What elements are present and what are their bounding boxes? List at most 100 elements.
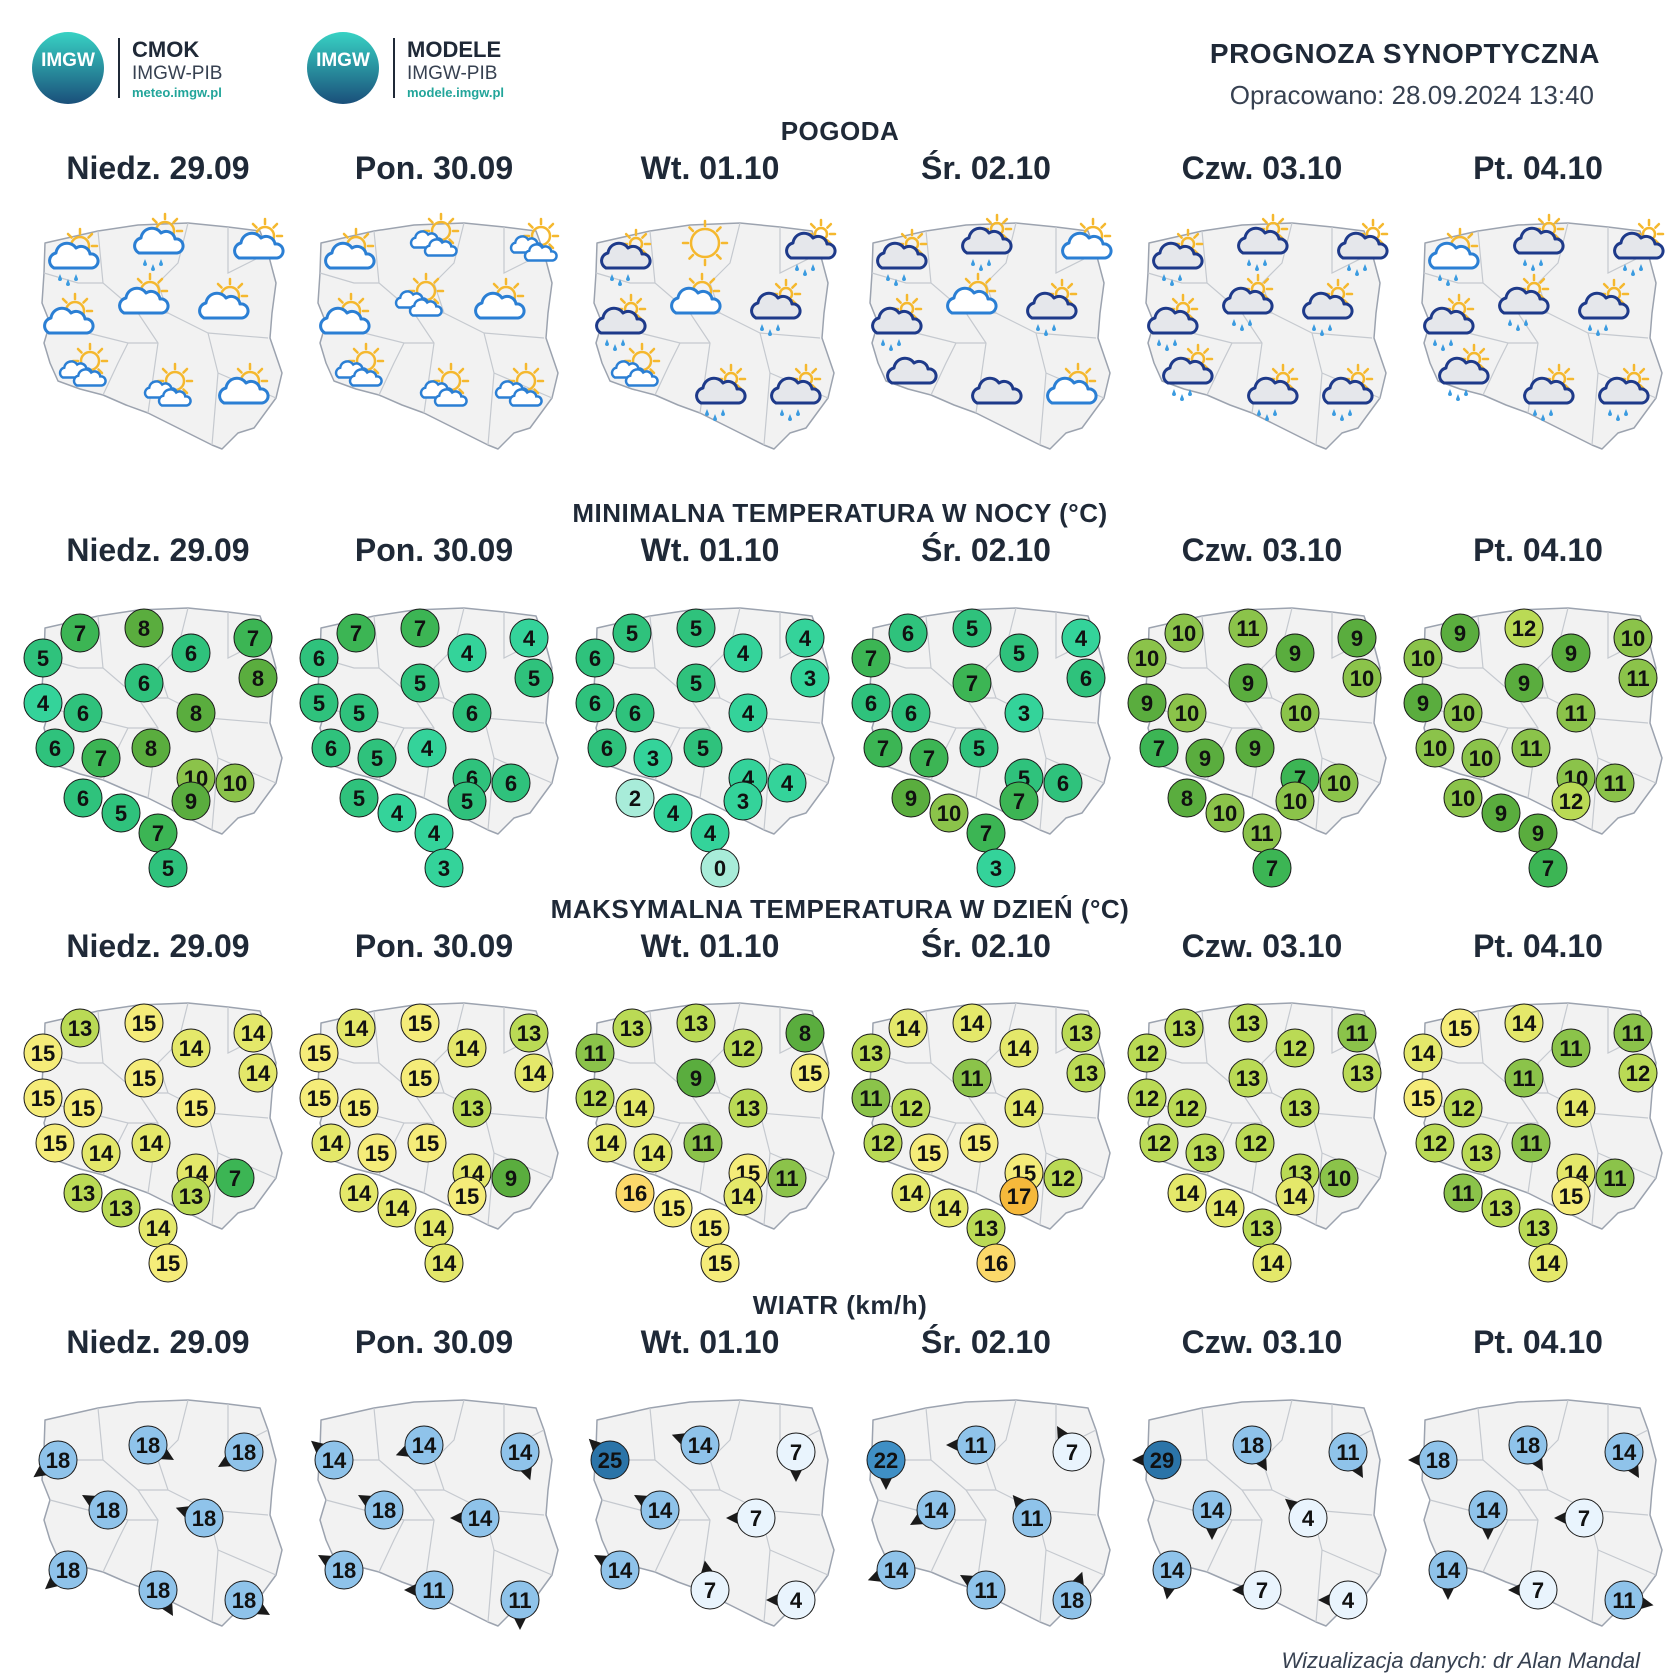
value-label: 15 <box>132 1011 156 1036</box>
tmax-temperature: 11 <box>767 1158 807 1198</box>
value-circle <box>377 1188 417 1228</box>
tmin-temperature: 9 <box>1337 618 1377 658</box>
value-circle <box>1185 738 1225 778</box>
wind-marker: 18 <box>1052 1571 1092 1620</box>
tmin-temperature: 6 <box>63 778 103 818</box>
tmax-temperature: 12 <box>1443 1088 1483 1128</box>
partly-cloudy-icon <box>394 272 445 317</box>
wind-direction-arrow-icon <box>1132 1453 1146 1467</box>
cmok-logo[interactable]: IMGW CMOK IMGW-PIB meteo.imgw.pl <box>30 30 222 106</box>
wind-map-day-1[interactable]: 18 18 18 18 18 18 18 18 <box>20 1392 296 1642</box>
weather-map-day-2[interactable] <box>296 212 572 465</box>
value-circle <box>1192 1490 1232 1530</box>
tmax-temperature: 14 <box>999 1028 1039 1068</box>
value-circle <box>876 1550 916 1590</box>
value-label: 14 <box>139 1131 164 1156</box>
wind-direction-arrow-icon <box>1232 1583 1246 1597</box>
tmin-temperature: 5 <box>612 613 652 653</box>
value-label: 9 <box>1351 626 1363 651</box>
logo-url[interactable]: modele.imgw.pl <box>407 84 505 100</box>
value-label: 14 <box>1564 1096 1589 1121</box>
value-label: 15 <box>1559 1184 1583 1209</box>
tmin-temperature: 10 <box>1205 793 1245 833</box>
value-label: 11 <box>1612 1588 1635 1613</box>
value-label: 12 <box>1512 616 1536 641</box>
tmin-temperature: 6 <box>891 693 931 733</box>
value-label: 11 <box>1236 616 1259 641</box>
weather-map-day-6[interactable] <box>1400 213 1676 465</box>
cloud-sun-icon <box>1046 362 1098 405</box>
tmax-temperature: 13 <box>63 1173 103 1213</box>
day-label: Pon. 30.09 <box>354 532 514 568</box>
tmin-temperature: 11 <box>1618 658 1658 698</box>
tmax-temperature: 13 <box>1228 1003 1268 1043</box>
value-circle <box>959 1123 999 1163</box>
tmin-temperature: 10 <box>1164 613 1204 653</box>
wind-speed: 11 <box>1328 1432 1368 1472</box>
wind-marker: 18 <box>218 1432 264 1472</box>
value-label: 14 <box>1536 1251 1561 1276</box>
wind-map-day-2[interactable]: 14 14 14 18 14 18 11 11 <box>296 1392 572 1642</box>
tmin-temperature: 6 <box>888 613 928 653</box>
value-circle <box>63 1173 103 1213</box>
wind-marker: 14 <box>1192 1490 1232 1540</box>
wind-map-day-6[interactable]: 18 18 14 14 7 14 7 11 <box>1400 1392 1676 1642</box>
value-circle <box>633 1133 673 1173</box>
wind-speed: 14 <box>314 1440 354 1480</box>
wind-map-day-5[interactable]: 29 18 11 14 4 14 7 4 <box>1124 1392 1400 1642</box>
value-circle <box>1604 1580 1644 1620</box>
heavy-cloud-rain-icon <box>750 278 802 336</box>
cloud-sun-icon <box>43 292 95 335</box>
value-label: 7 <box>152 821 164 846</box>
weather-map-day-5[interactable] <box>1124 213 1400 465</box>
value-circle <box>1066 1053 1106 1093</box>
value-label: 4 <box>799 626 812 651</box>
value-circle <box>404 1425 444 1465</box>
weather-map-day-4[interactable] <box>848 213 1124 465</box>
wind-marker: 18 <box>358 1490 404 1530</box>
value-circle <box>339 693 379 733</box>
day-label: Wt. 01.10 <box>640 928 780 964</box>
value-label: 7 <box>980 821 992 846</box>
wind-map-day-4[interactable]: 22 11 7 14 11 14 11 18 <box>848 1392 1124 1642</box>
value-label: 4 <box>461 641 474 666</box>
wind-speed: 14 <box>680 1425 720 1465</box>
tmax-temperature: 11 <box>1511 1123 1551 1163</box>
value-label: 11 <box>1250 821 1273 846</box>
value-circle <box>299 1033 339 1073</box>
weather-map-day-3[interactable] <box>572 215 848 465</box>
value-label: 11 <box>960 1066 983 1091</box>
value-label: 7 <box>1013 789 1025 814</box>
wind-marker: 18 <box>82 1490 128 1530</box>
tmin-temperature: 11 <box>1228 608 1268 648</box>
weather-map-day-1[interactable] <box>20 212 296 465</box>
tmax-temperature: 15 <box>1440 1008 1480 1048</box>
cloud-sun-icon <box>198 277 250 320</box>
value-circle <box>491 763 531 803</box>
logo-divider <box>118 38 120 98</box>
day-label: Czw. 03.10 <box>1181 928 1343 964</box>
heavy-cloud-rain-icon <box>595 293 647 351</box>
value-circle <box>1342 658 1382 698</box>
value-label: 14 <box>319 1131 344 1156</box>
wind-marker: 7 <box>1052 1426 1092 1472</box>
wind-marker: 14 <box>311 1440 354 1480</box>
logo-url[interactable]: meteo.imgw.pl <box>132 84 222 100</box>
tmin-temperature: 10 <box>1167 693 1207 733</box>
wind-map-day-3[interactable]: 25 14 7 14 7 14 7 4 <box>572 1392 848 1642</box>
tmax-temperature: 13 <box>1185 1133 1225 1173</box>
tmax-temperature: 13 <box>1242 1208 1282 1248</box>
modele-logo[interactable]: IMGW MODELE IMGW-PIB modele.imgw.pl <box>305 30 504 106</box>
